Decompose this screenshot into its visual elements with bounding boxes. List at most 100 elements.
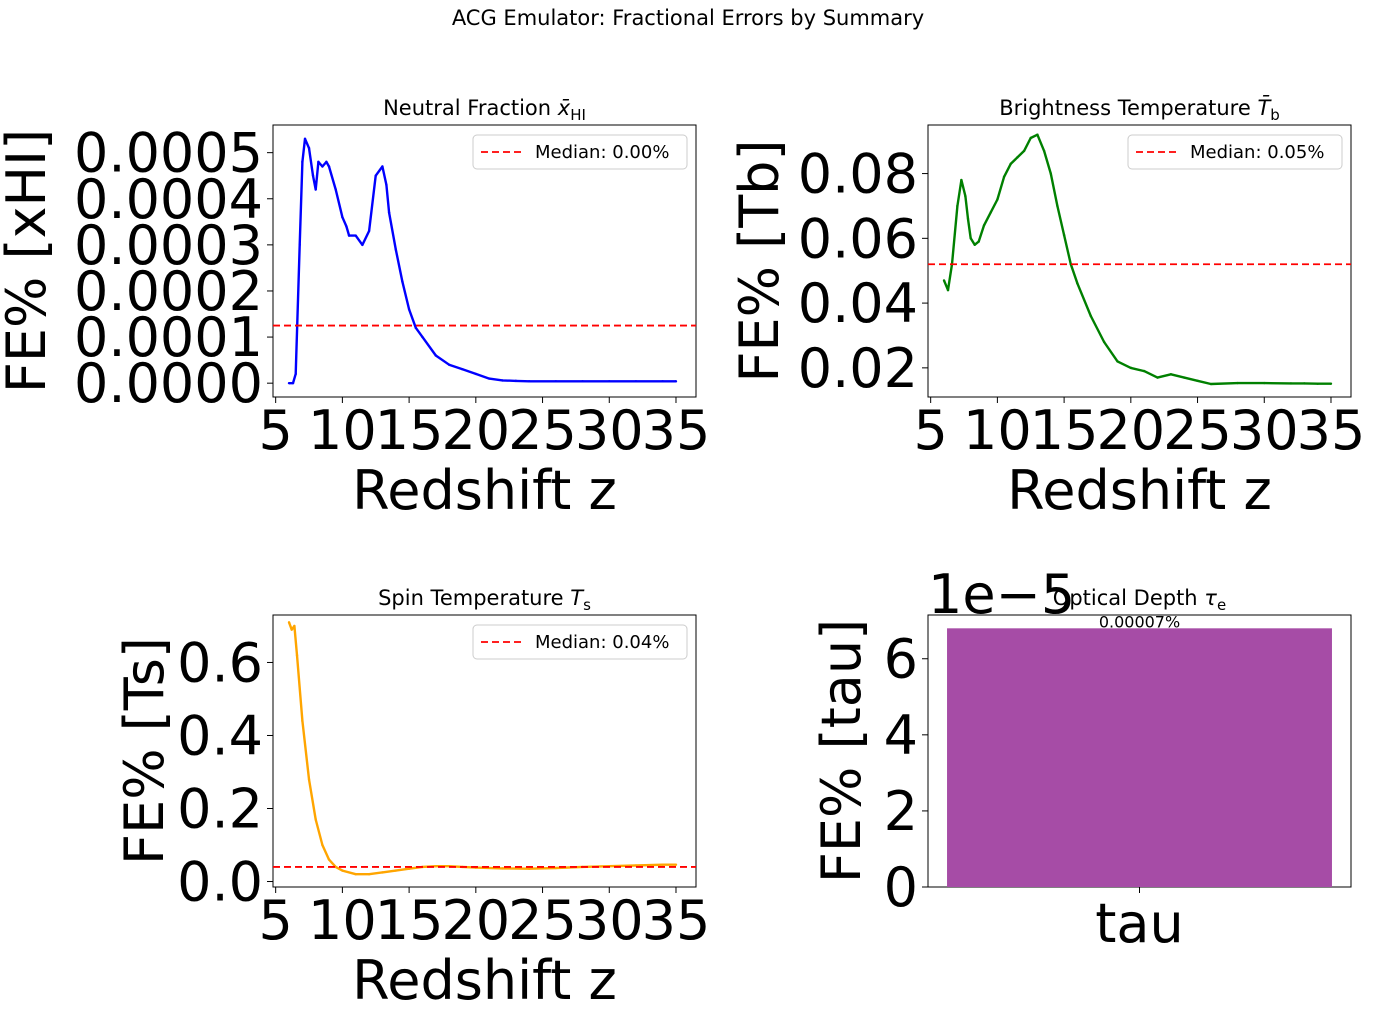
ytick-label: 0.06 bbox=[798, 207, 918, 270]
data-point bbox=[325, 160, 328, 164]
data-point bbox=[977, 240, 980, 243]
data-point bbox=[461, 368, 464, 371]
legend-label: Median: 0.04% bbox=[535, 632, 669, 653]
y-offset-label: 1e−5 bbox=[928, 563, 1075, 626]
data-point bbox=[307, 778, 311, 781]
data-point bbox=[1196, 379, 1199, 383]
data-point bbox=[1102, 340, 1106, 344]
data-point bbox=[946, 288, 950, 292]
title-symbol: T bbox=[570, 586, 585, 610]
ytick-label: 0.6 bbox=[177, 631, 263, 694]
data-point bbox=[314, 818, 317, 821]
data-point bbox=[1022, 149, 1026, 153]
data-point bbox=[298, 243, 301, 247]
data-point bbox=[474, 372, 478, 376]
data-point bbox=[327, 858, 331, 861]
xtick-label: 15 bbox=[1030, 399, 1099, 462]
data-point bbox=[385, 183, 388, 187]
xtick-label: 5 bbox=[913, 399, 947, 462]
data-point bbox=[1142, 369, 1146, 373]
data-point bbox=[1316, 382, 1319, 385]
data-point bbox=[434, 354, 437, 357]
ytick-label: 0.0005 bbox=[74, 122, 263, 185]
subplot-title: Neutral Fraction x̄HI bbox=[383, 96, 586, 124]
legend: Median: 0.00% bbox=[472, 134, 688, 170]
data-point bbox=[1169, 373, 1173, 376]
ytick-label: 0.2 bbox=[177, 778, 263, 841]
title-subscript: b bbox=[1270, 106, 1280, 124]
data-point bbox=[1036, 133, 1039, 136]
figure-suptitle: ACG Emulator: Fractional Errors by Summa… bbox=[452, 6, 924, 30]
data-point bbox=[414, 326, 417, 330]
xtick-label: 30 bbox=[575, 399, 644, 462]
legend-box bbox=[472, 134, 688, 170]
xtick-label: 25 bbox=[1163, 399, 1232, 462]
data-point bbox=[354, 873, 357, 876]
data-point bbox=[421, 335, 424, 339]
xtick-label: 35 bbox=[642, 889, 711, 952]
data-point bbox=[287, 621, 291, 624]
xtick-label: 10 bbox=[963, 399, 1032, 462]
data-point bbox=[964, 195, 967, 198]
xtick-label: 5 bbox=[258, 889, 292, 952]
data-point bbox=[1056, 204, 1059, 208]
data-point bbox=[1183, 376, 1186, 379]
title-subscript: e bbox=[1217, 596, 1226, 614]
y-axis-label: FE% [tau] bbox=[810, 619, 873, 883]
data-point bbox=[1156, 376, 1159, 379]
subplot-title: Optical Depth τe bbox=[1053, 586, 1226, 614]
data-point bbox=[290, 628, 293, 631]
y-axis-label: FE% [Tb] bbox=[728, 139, 791, 382]
ytick-label: 0.0000 bbox=[74, 352, 263, 415]
xtick-label: 20 bbox=[441, 399, 510, 462]
data-point bbox=[347, 234, 351, 237]
xtick-label: 30 bbox=[575, 889, 644, 952]
data-point bbox=[287, 381, 291, 385]
data-point bbox=[966, 217, 970, 221]
data-point bbox=[1236, 381, 1239, 385]
ytick-label: 0.0004 bbox=[74, 168, 263, 231]
data-point bbox=[969, 237, 972, 240]
legend-box bbox=[472, 624, 688, 660]
data-point bbox=[1089, 314, 1092, 318]
data-point bbox=[367, 873, 371, 876]
data-point bbox=[317, 160, 320, 164]
ytick-label: 0 bbox=[884, 856, 918, 919]
legend: Median: 0.05% bbox=[1127, 134, 1343, 170]
data-point bbox=[501, 867, 504, 870]
data-point bbox=[341, 869, 344, 872]
data-point bbox=[303, 137, 307, 141]
data-point bbox=[1116, 360, 1119, 363]
axes-frame bbox=[272, 614, 697, 888]
data-point bbox=[1016, 156, 1019, 159]
subplot-tau: Optical Depth τe 0 2 4 6FE% [tau] tau 0.00007%… bbox=[810, 563, 1352, 955]
bar bbox=[947, 628, 1332, 887]
y-axis-label: FE% [Ts] bbox=[113, 637, 176, 865]
data-point bbox=[294, 372, 297, 376]
data-point bbox=[1009, 162, 1012, 166]
data-point bbox=[982, 224, 986, 227]
xtick-label: 5 bbox=[258, 399, 292, 462]
data-point bbox=[528, 380, 531, 383]
data-point bbox=[487, 377, 491, 380]
data-point bbox=[341, 216, 344, 219]
data-point bbox=[1329, 382, 1333, 385]
xtick-label: 25 bbox=[508, 889, 577, 952]
legend: Median: 0.04% bbox=[472, 624, 688, 660]
data-point bbox=[634, 380, 638, 383]
ytick-label: 0.4 bbox=[177, 704, 263, 767]
bar-value-label: 0.00007% bbox=[1099, 612, 1180, 631]
xtick-label: 35 bbox=[1297, 399, 1366, 462]
title-text: Brightness Temperature bbox=[999, 96, 1257, 120]
ytick-label: 0.0003 bbox=[74, 214, 263, 277]
subplot-xhi: Neutral Fraction x̄HI0.00000.00010.00020… bbox=[0, 96, 710, 522]
ytick-label: 0.04 bbox=[798, 272, 918, 335]
data-point bbox=[528, 867, 531, 870]
data-point bbox=[301, 160, 304, 164]
data-point bbox=[387, 211, 391, 214]
data-point bbox=[321, 165, 324, 168]
axes-frame bbox=[927, 124, 1352, 398]
ytick-label: 2 bbox=[884, 780, 918, 843]
y-axis-label: FE% [xHI] bbox=[0, 129, 58, 393]
